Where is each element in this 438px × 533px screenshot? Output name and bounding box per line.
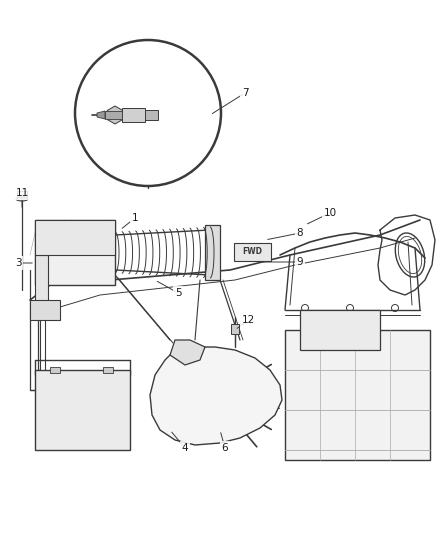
Text: 1: 1 [132,213,138,223]
Polygon shape [205,225,220,280]
Polygon shape [300,310,380,350]
Polygon shape [285,330,430,460]
Polygon shape [97,111,105,119]
Polygon shape [35,255,48,310]
Text: 10: 10 [323,208,336,218]
Polygon shape [122,108,145,122]
Text: 6: 6 [222,443,228,453]
Text: 8: 8 [297,228,303,238]
Text: 3: 3 [15,258,21,268]
Text: FWD: FWD [242,247,262,256]
Text: 12: 12 [241,315,254,325]
Polygon shape [103,367,113,373]
Text: 11: 11 [15,188,28,198]
Text: 4: 4 [182,443,188,453]
Polygon shape [107,106,123,124]
Text: 9: 9 [297,257,303,267]
Polygon shape [35,370,130,450]
Polygon shape [150,347,282,445]
Polygon shape [50,367,60,373]
Polygon shape [105,111,122,119]
Ellipse shape [16,197,28,201]
FancyBboxPatch shape [234,243,271,261]
Text: 5: 5 [175,288,181,298]
Polygon shape [170,340,205,365]
Polygon shape [35,220,115,285]
Text: 7: 7 [242,88,248,98]
Polygon shape [30,300,60,320]
Polygon shape [145,110,158,120]
Polygon shape [35,220,115,255]
Polygon shape [231,324,239,334]
Polygon shape [17,191,27,199]
